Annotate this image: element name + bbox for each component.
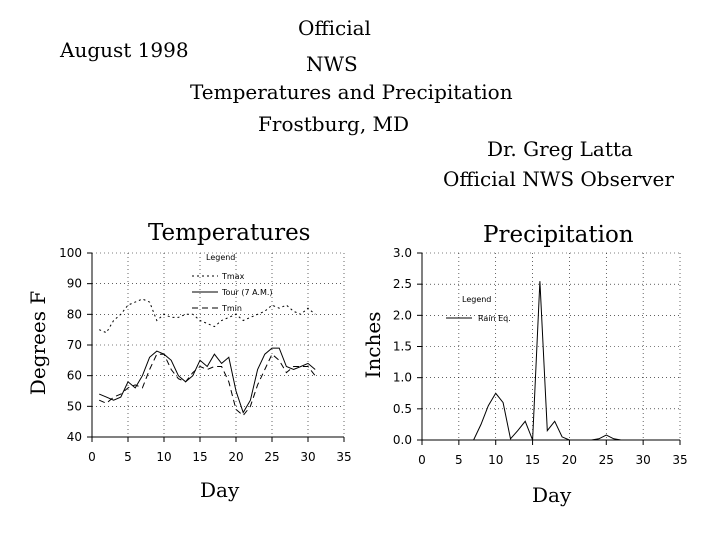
temperature-y-tick-label: 90	[67, 277, 82, 291]
precipitation-y-tick-label: 0.5	[393, 402, 412, 416]
header-line-official: Official	[298, 16, 371, 40]
temperature-legend-label-2: Tmin	[221, 304, 242, 313]
temperature-x-tick-label: 15	[192, 450, 207, 464]
precipitation-y-tick-label: 2.0	[393, 308, 412, 322]
temperature-y-tick-label: 100	[59, 246, 82, 260]
temperature-x-tick-label: 10	[156, 450, 171, 464]
precipitation-y-tick-label: 1.0	[393, 371, 412, 385]
precipitation-x-tick-label: 35	[672, 453, 687, 467]
temperature-chart-title: Temperatures	[148, 220, 311, 246]
observer-name: Dr. Greg Latta	[487, 137, 633, 161]
precipitation-y-tick-label: 1.5	[393, 340, 412, 354]
precipitation-x-tick-label: 15	[525, 453, 540, 467]
temperature-x-tick-label: 35	[336, 450, 351, 464]
temperature-x-tick-label: 5	[124, 450, 132, 464]
precipitation-series-line-0	[429, 281, 651, 441]
precipitation-x-axis-label: Day	[532, 483, 572, 507]
precipitation-x-tick-label: 0	[418, 453, 426, 467]
precipitation-x-tick-label: 20	[562, 453, 577, 467]
temperature-legend-title: Legend	[206, 253, 235, 262]
precipitation-legend-title: Legend	[462, 295, 491, 304]
temperature-x-tick-label: 20	[228, 450, 243, 464]
temperature-y-tick-label: 80	[67, 307, 82, 321]
header-line-location: Frostburg, MD	[258, 112, 410, 136]
precipitation-x-tick-label: 10	[488, 453, 503, 467]
temperature-x-tick-label: 25	[264, 450, 279, 464]
temperature-y-tick-label: 40	[67, 430, 82, 444]
temperature-x-axis-label: Day	[200, 478, 240, 502]
precipitation-y-tick-label: 3.0	[393, 246, 412, 260]
precipitation-x-tick-label: 30	[636, 453, 651, 467]
header-line-nws: NWS	[306, 52, 358, 76]
temperature-x-tick-label: 30	[300, 450, 315, 464]
temperature-legend-label-1: Tour (7 A.M.)	[221, 288, 273, 297]
temperature-y-tick-label: 50	[67, 399, 82, 413]
header-line-subject: Temperatures and Precipitation	[190, 80, 513, 104]
precipitation-y-tick-label: 0.0	[393, 433, 412, 447]
temperature-y-tick-label: 70	[67, 338, 82, 352]
temperature-series-line-1	[99, 347, 316, 414]
temperature-series-line-0	[99, 298, 316, 334]
precipitation-x-tick-label: 5	[455, 453, 463, 467]
temperature-series-line-2	[99, 353, 316, 417]
temperature-y-tick-label: 60	[67, 369, 82, 383]
temperature-legend-label-0: Tmax	[221, 272, 245, 281]
precipitation-x-tick-label: 25	[599, 453, 614, 467]
observer-role: Official NWS Observer	[443, 167, 674, 191]
temperature-x-tick-label: 0	[88, 450, 96, 464]
precipitation-chart-title: Precipitation	[483, 222, 634, 248]
month-label: August 1998	[60, 38, 189, 62]
precipitation-y-tick-label: 2.5	[393, 277, 412, 291]
precipitation-legend-label-0: Rain Eq.	[478, 314, 511, 323]
